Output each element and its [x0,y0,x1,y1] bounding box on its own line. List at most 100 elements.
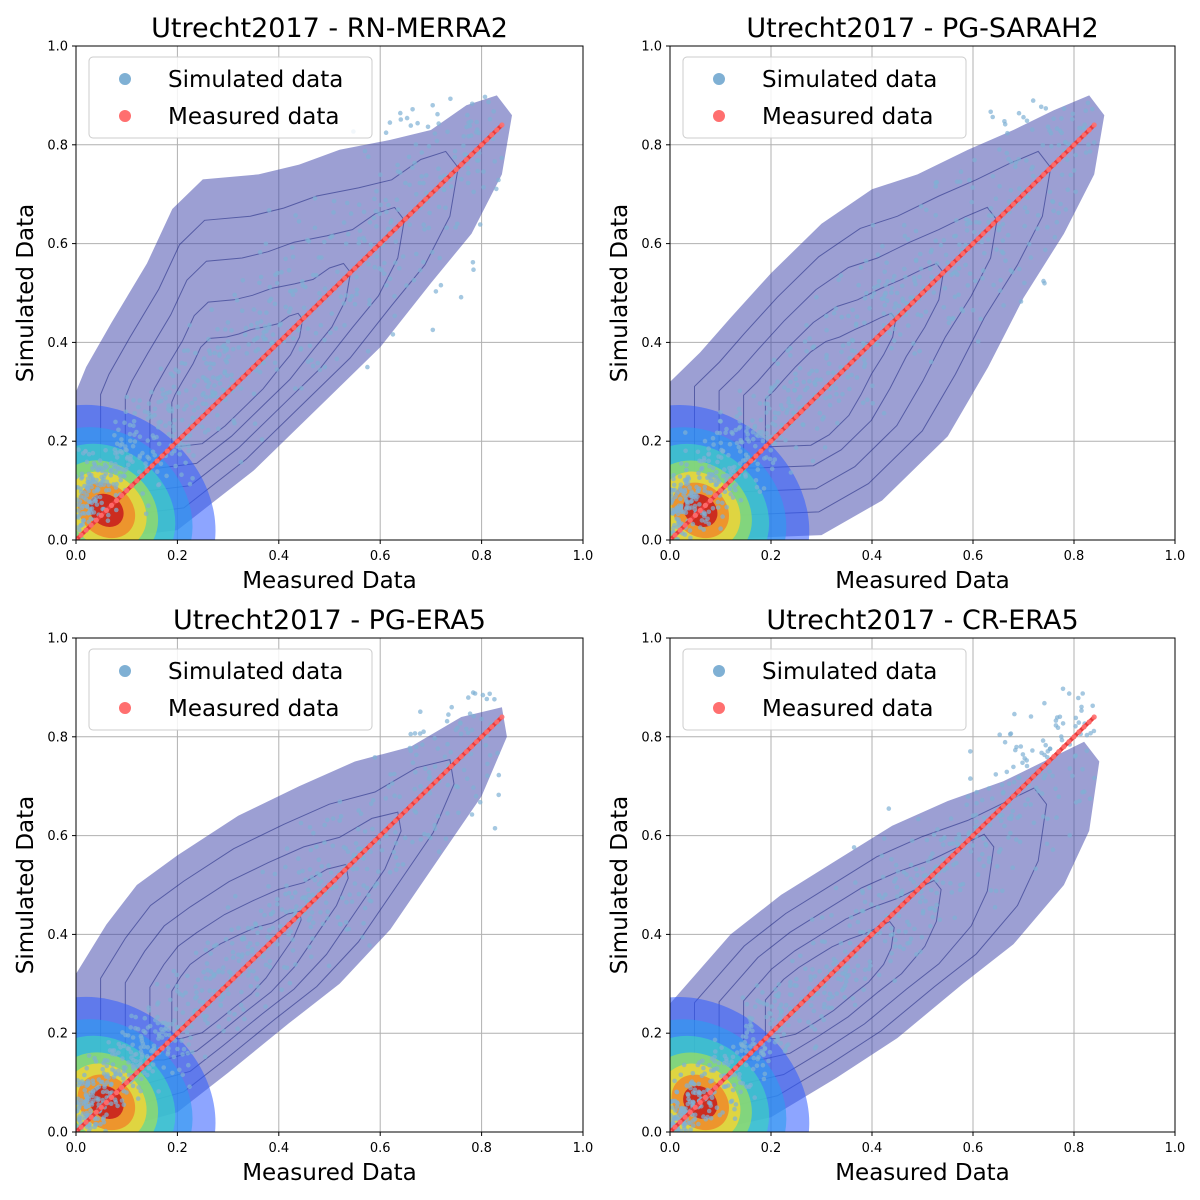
simulated-data-point [176,390,182,396]
simulated-data-point [152,412,157,418]
simulated-data-point [267,959,273,964]
x-tick-label: 0.8 [1064,1141,1085,1156]
measured-data-point [195,418,201,424]
y-axis-label: Simulated Data [607,204,633,382]
y-axis-label: Simulated Data [607,796,633,974]
measured-data-point [1076,729,1082,735]
simulated-data-point [179,360,185,366]
simulated-data-point [143,1030,148,1035]
simulated-data-point [918,251,923,257]
simulated-data-point [379,267,385,273]
simulated-data-point [1073,189,1078,195]
simulated-data-point [145,1025,151,1030]
simulated-data-point [687,528,693,533]
simulated-data-point [126,1046,132,1052]
simulated-data-point [1022,280,1027,286]
simulated-data-point [1047,128,1052,133]
simulated-data-point [99,500,104,506]
x-tick-label: 0.2 [167,549,188,564]
measured-data-point [311,897,317,903]
simulated-data-point [942,285,948,291]
simulated-data-point [78,523,84,528]
simulated-data-point [245,925,251,931]
simulated-data-point [205,384,211,390]
simulated-data-point [130,1035,136,1040]
simulated-data-point [711,442,716,447]
measured-data-point [291,325,297,331]
simulated-data-point [1056,210,1061,216]
measured-data-point [352,265,358,271]
simulated-data-point [895,869,901,874]
simulated-data-point [413,810,419,815]
simulated-data-point [707,1062,712,1068]
measured-data-point [408,803,414,809]
simulated-data-point [496,772,502,778]
simulated-data-point [924,837,930,843]
simulated-data-point [1010,269,1015,275]
simulated-data-point [777,1016,782,1022]
simulated-data-point [397,794,403,799]
simulated-data-point [737,449,743,454]
simulated-data-point [801,379,807,385]
simulated-data-point [685,1101,691,1107]
simulated-data-point [183,990,188,996]
simulated-data-point [856,282,861,288]
measured-data-point [965,245,971,252]
simulated-data-point [1080,767,1085,772]
simulated-data-point [1017,266,1022,272]
simulated-data-point [137,434,143,440]
simulated-data-point [453,727,459,733]
simulated-data-point [1028,255,1034,260]
simulated-data-point [267,298,272,304]
simulated-data-point [356,891,362,897]
simulated-data-point [905,237,911,242]
simulated-data-point [426,144,432,149]
measured-data-point [672,532,678,538]
simulated-data-point [1059,116,1064,121]
simulated-data-point [807,336,812,341]
simulated-data-point [432,736,437,741]
measured-data-point [337,872,343,878]
simulated-data-point [171,968,177,974]
simulated-data-point [957,179,963,184]
simulated-data-point [245,951,250,956]
simulated-data-point [684,482,689,487]
simulated-data-point [253,922,259,928]
simulated-data-point [247,941,253,946]
kde-contour [171,312,304,448]
y-tick-label: 0.2 [641,1027,662,1042]
simulated-data-point [928,266,933,272]
simulated-data-point [448,184,454,189]
simulated-data-point [752,1004,758,1009]
simulated-data-point [279,907,285,912]
simulated-data-point [1036,788,1041,794]
simulated-data-point [349,899,355,904]
x-tick-label: 0.0 [660,549,681,564]
simulated-data-point [152,453,157,458]
simulated-data-point [171,1054,177,1060]
measured-data-point [677,1119,683,1125]
simulated-data-point [1000,238,1006,243]
simulated-data-point [123,447,128,452]
simulated-data-point [882,938,888,944]
simulated-data-point [221,965,226,970]
simulated-data-point [701,510,707,515]
measured-data-point [919,882,926,888]
simulated-data-point [806,1019,811,1025]
simulated-data-point [743,472,748,477]
simulated-data-point [671,482,677,488]
simulated-data-point [330,816,336,821]
measured-data-point [78,1124,84,1130]
simulated-data-point [768,1011,774,1017]
simulated-data-point [1047,769,1052,774]
simulated-data-point [207,988,212,993]
simulated-data-point [1033,866,1038,872]
simulated-data-point [388,772,393,777]
simulated-data-point [765,395,770,400]
simulated-data-point [156,1089,161,1094]
x-tick-label: 1.0 [1165,549,1186,564]
measured-data-point [808,991,815,997]
simulated-data-point [997,184,1002,189]
simulated-data-point [320,921,326,927]
